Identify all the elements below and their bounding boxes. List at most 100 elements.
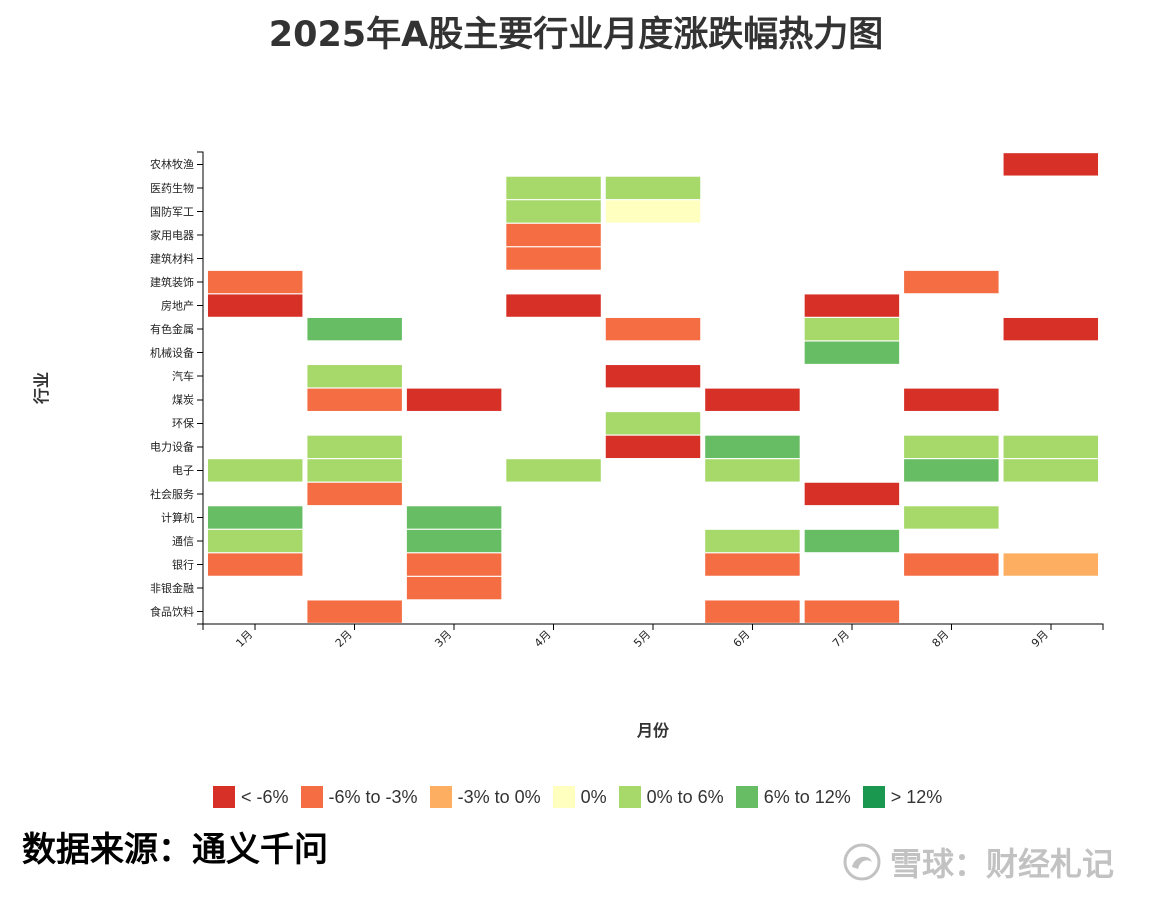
heatmap-cell (904, 435, 999, 459)
y-tick-label: 国防军工 (150, 204, 194, 218)
legend-swatch (552, 786, 575, 808)
x-tick-label: 3月 (432, 628, 454, 650)
legend-swatch (213, 786, 235, 808)
heatmap-cell (605, 200, 701, 223)
heatmap-cell (605, 176, 701, 200)
y-tick-label: 电子 (172, 464, 194, 477)
legend-item: -6% to -3% (300, 786, 418, 808)
y-tick-label: 农林牧渔 (150, 157, 194, 171)
y-tick-label: 汽车 (172, 369, 194, 383)
heatmap-cell (605, 365, 701, 388)
heatmap-cell (605, 412, 701, 435)
heatmap-cell (207, 459, 303, 482)
chart-title: 2025年A股主要行业月度涨跌幅热力图 (268, 15, 884, 55)
heatmap-chart: 农林牧渔医药生物国防军工家用电器建筑材料建筑装饰房地产有色金属机械设备汽车煤炭环… (32, 151, 1104, 740)
x-tick-label: 9月 (1029, 628, 1051, 650)
x-tick-label: 2月 (333, 628, 355, 650)
x-tick-label: 7月 (830, 628, 852, 650)
y-tick-label: 建筑材料 (150, 251, 194, 265)
heatmap-cell (506, 176, 601, 200)
heatmap-cell (1003, 317, 1099, 341)
legend-swatch (618, 786, 641, 808)
y-tick-label: 银行 (172, 557, 194, 571)
heatmap-cell (506, 459, 601, 482)
heatmap-cell (1003, 153, 1099, 176)
legend: < -6% -6% to -3% -3% to 0% 0% 0% to 6% 6% to … (213, 786, 954, 808)
legend-label: -3% to 0% (457, 786, 541, 807)
heatmap-cell (506, 294, 601, 317)
y-tick-label: 计算机 (161, 510, 194, 524)
y-tick-label: 非银金融 (150, 581, 194, 595)
y-tick-label: 房地产 (161, 298, 194, 312)
legend-item: 0% (552, 786, 607, 808)
heatmap-cell (307, 317, 402, 341)
x-axis-title: 月份 (636, 721, 670, 740)
heatmap-cell (207, 553, 303, 576)
heatmap-cells (207, 153, 1099, 623)
heatmap-cell (804, 529, 900, 553)
legend-swatch (429, 786, 452, 808)
source-note: 数据来源：通义千问 (22, 830, 328, 870)
legend-item: 6% to 12% (735, 786, 851, 808)
heatmap-cell (207, 506, 303, 529)
heatmap-cell (605, 317, 701, 341)
heatmap-cell (904, 459, 999, 482)
heatmap-cell (804, 294, 900, 317)
heatmap-cell (705, 553, 800, 576)
y-axis-title: 行业 (32, 372, 51, 405)
y-tick-label: 家用电器 (150, 228, 194, 242)
heatmap-cell (307, 435, 402, 459)
y-tick-label: 通信 (172, 535, 194, 548)
heatmap-cell (804, 482, 900, 506)
legend-label: < -6% (241, 786, 289, 807)
heatmap-cell (406, 576, 502, 600)
legend-item: -3% to 0% (429, 786, 541, 808)
y-tick-label: 煤炭 (172, 394, 194, 407)
heatmap-cell (904, 388, 999, 411)
heatmap-cell (705, 459, 800, 482)
x-tick-label: 6月 (731, 628, 753, 650)
heatmap-cell (506, 223, 601, 247)
heatmap-cell (705, 529, 800, 553)
heatmap-cell (705, 435, 800, 459)
y-tick-label: 食品饮料 (150, 604, 194, 618)
heatmap-cell (307, 459, 402, 482)
x-tick-label: 8月 (930, 628, 952, 650)
x-tick-label: 1月 (233, 628, 255, 650)
y-tick-label: 社会服务 (150, 487, 194, 501)
watermark-text: 雪球：财经札记 (890, 845, 1115, 883)
y-axis-line (197, 151, 204, 625)
heatmap-cell (307, 388, 402, 411)
y-tick-label: 有色金属 (150, 322, 194, 336)
heatmap-cell (506, 200, 601, 223)
heatmap-cell (904, 553, 999, 576)
heatmap-cell (207, 294, 303, 317)
heatmap-cell (307, 365, 402, 388)
legend-swatch (862, 786, 885, 808)
legend-item: < -6% (213, 786, 289, 808)
legend-label: 0% to 6% (646, 786, 724, 807)
y-tick-label: 医药生物 (150, 181, 194, 195)
x-tick-label: 4月 (532, 628, 554, 650)
legend-label: 0% (580, 786, 607, 807)
y-tick-label: 电力设备 (150, 440, 194, 454)
heatmap-cell (406, 553, 502, 576)
y-tick-label: 建筑装饰 (150, 275, 194, 289)
heatmap-cell (406, 388, 502, 411)
heatmap-cell (705, 388, 800, 411)
heatmap-cell (207, 529, 303, 553)
heatmap-cell (1003, 435, 1099, 459)
watermark: 雪球：财经札记 (842, 842, 1115, 883)
x-axis: 1月 2月 3月 4月 5月 6月 7月 8月 9月 (202, 623, 1104, 650)
heatmap-cell (904, 506, 999, 529)
legend-item: > 12% (862, 786, 942, 808)
heatmap-cell (506, 247, 601, 270)
heatmap-cell (307, 600, 402, 623)
heatmap-cell (406, 506, 502, 529)
legend-label: 6% to 12% (763, 786, 851, 807)
y-tick-label: 机械设备 (150, 346, 194, 360)
legend-item: 0% to 6% (618, 786, 724, 808)
heatmap-cell (1003, 459, 1099, 482)
heatmap-cell (1003, 553, 1099, 576)
y-tick-label: 环保 (172, 416, 194, 430)
